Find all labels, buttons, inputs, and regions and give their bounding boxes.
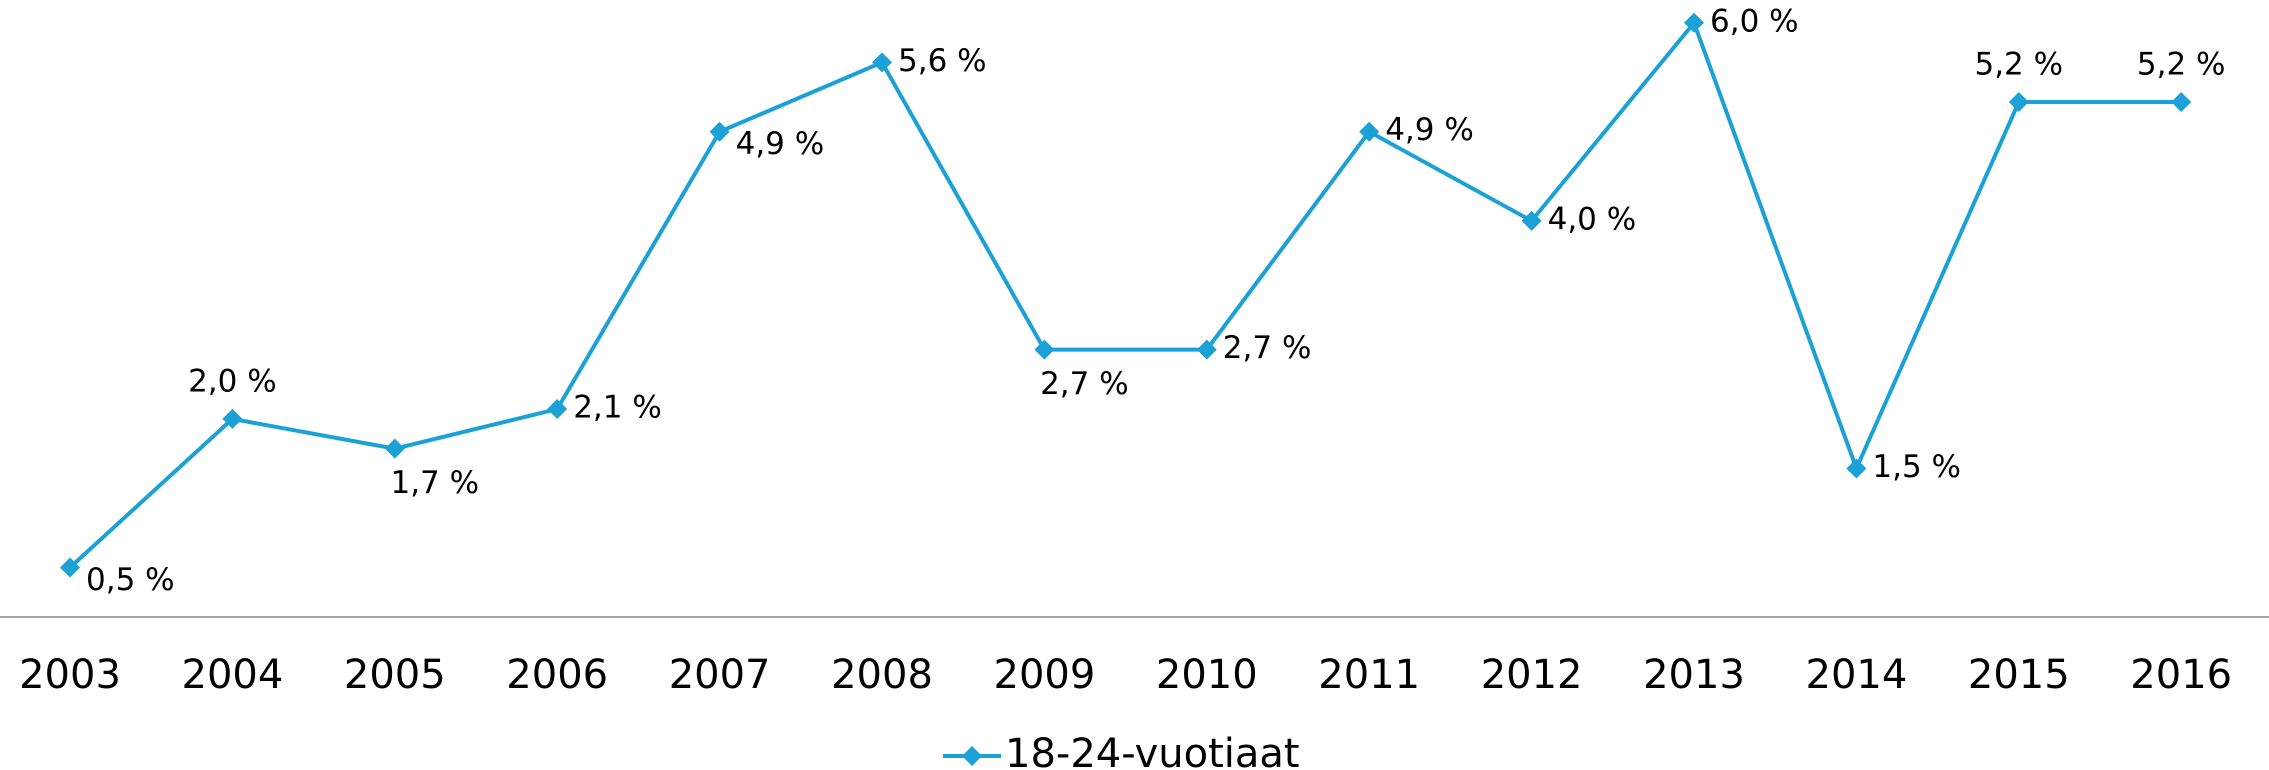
legend-marker [962,746,982,766]
data-label: 2,7 % [1040,366,1129,402]
data-point [1034,339,1055,360]
x-tick-label: 2006 [506,652,608,698]
x-tick-label: 2012 [1481,652,1583,698]
x-tick-label: 2011 [1318,652,1420,698]
data-label: 4,9 % [1385,112,1474,148]
data-label: 1,5 % [1872,449,1961,485]
data-label: 2,0 % [188,363,277,399]
data-point [2171,92,2192,113]
data-label: 0,5 % [86,562,175,598]
data-point [1359,121,1380,142]
x-tick-label: 2010 [1156,652,1258,698]
x-tick-label: 2008 [831,652,933,698]
x-tick-label: 2013 [1643,652,1745,698]
data-point [222,408,243,429]
x-tick-label: 2014 [1806,652,1908,698]
data-label: 5,6 % [898,43,987,79]
data-point [60,557,80,578]
data-label: 4,0 % [1548,201,1637,237]
data-point [547,399,568,420]
legend-label: 18-24-vuotiaat [1005,731,1300,770]
data-point [1684,12,1704,33]
data-point [709,121,730,142]
data-point [384,438,405,459]
data-point [1846,458,1867,479]
data-point [1196,339,1217,360]
data-label: 6,0 % [1710,3,1799,39]
data-label: 4,9 % [736,126,825,162]
data-label: 2,7 % [1223,330,1312,366]
data-label: 1,7 % [390,465,479,501]
x-tick-label: 2004 [182,652,284,698]
data-label: 5,2 % [2137,47,2226,83]
x-tick-label: 2005 [344,652,446,698]
data-point [872,52,892,73]
data-point [1521,210,1542,231]
series-line [68,18,2182,569]
x-tick-label: 2009 [994,652,1096,698]
x-tick-label: 2015 [1968,652,2070,698]
x-tick-label: 2007 [669,652,771,698]
data-label: 5,2 % [1974,47,2063,83]
x-tick-label: 2016 [2130,652,2232,698]
x-tick-label: 2003 [19,652,121,698]
data-label: 2,1 % [573,390,662,426]
data-point [2008,92,2029,113]
